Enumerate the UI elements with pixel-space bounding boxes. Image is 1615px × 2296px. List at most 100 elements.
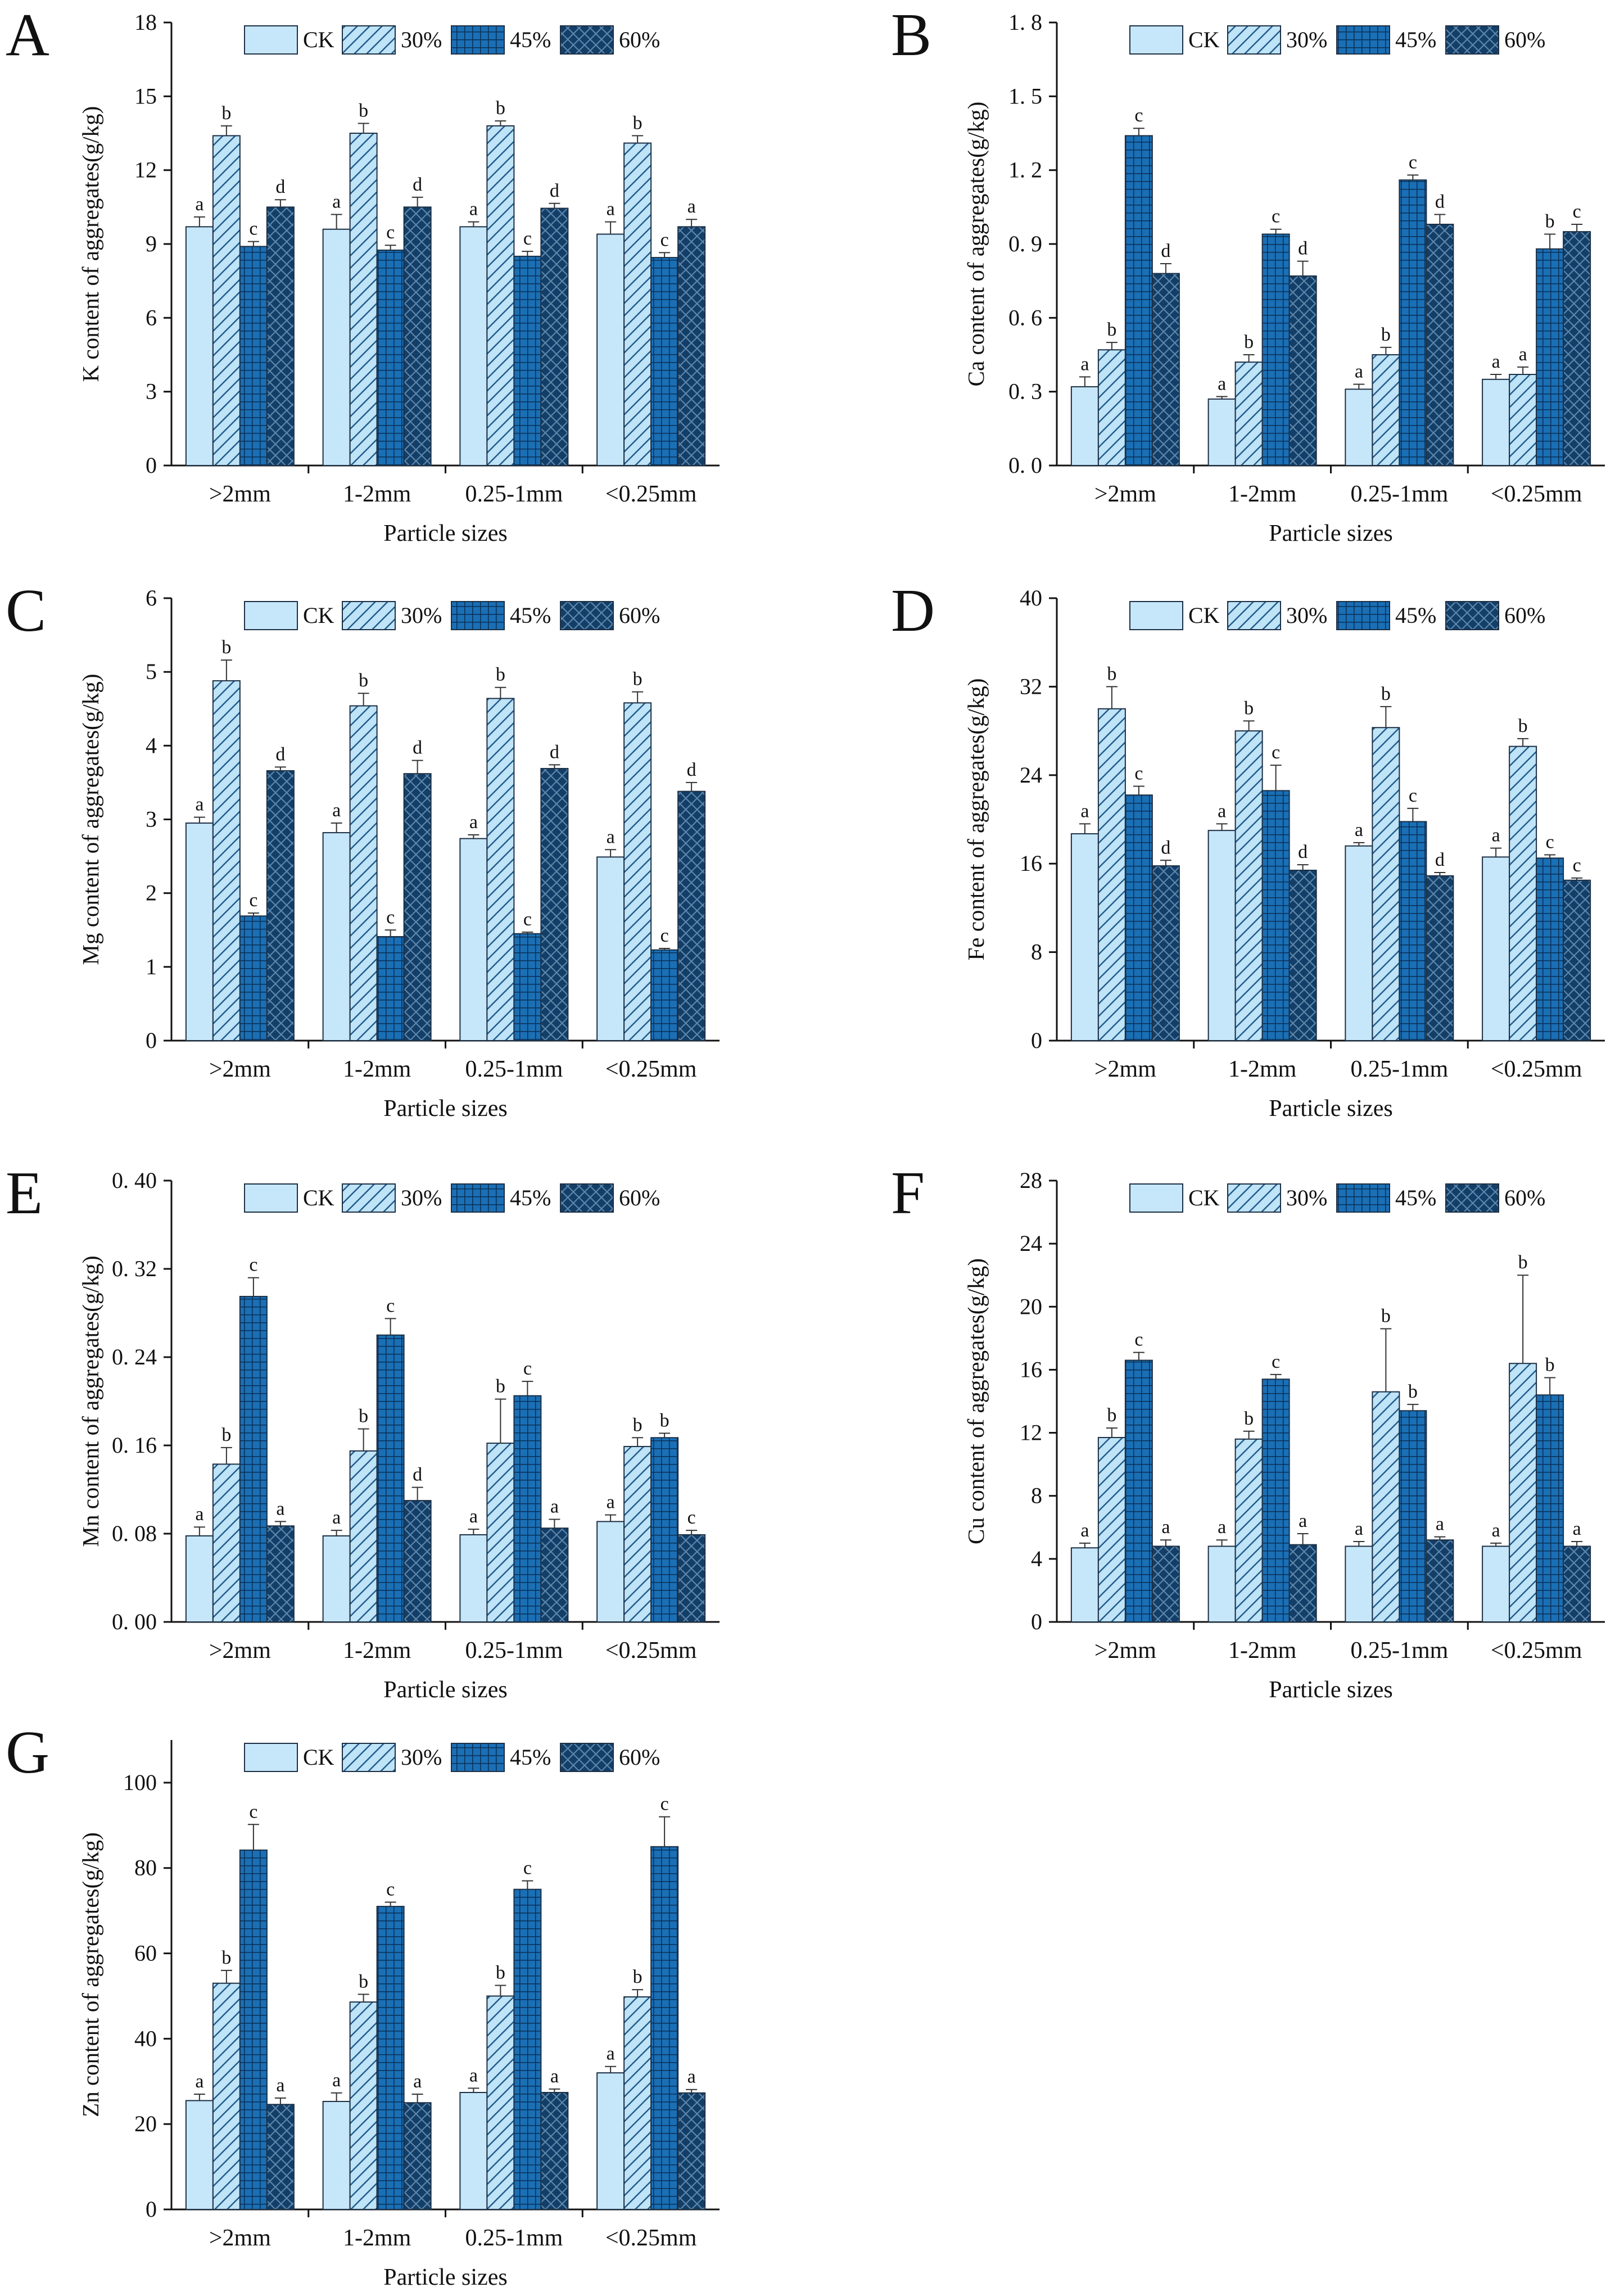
significance-letter: d bbox=[1435, 849, 1445, 870]
bar-b-ck-2 bbox=[1207, 398, 1236, 466]
significance-letter: b bbox=[633, 1967, 643, 1987]
y-tick-label: 5 bbox=[146, 659, 157, 684]
x-tick-label: 0.25-1mm bbox=[1350, 1056, 1448, 1082]
x-tick-label: >2mm bbox=[1094, 1638, 1156, 1664]
significance-letter: a bbox=[550, 1496, 559, 1517]
legend-swatch bbox=[1336, 601, 1390, 630]
bar-b-60pct-2 bbox=[1288, 275, 1317, 466]
legend-swatch bbox=[1445, 25, 1499, 55]
legend-label: 45% bbox=[1395, 1185, 1436, 1210]
y-tick-label: 8 bbox=[1031, 1483, 1042, 1508]
bar-d-30pct-4 bbox=[1509, 745, 1537, 1041]
bar-g-60pct-1 bbox=[266, 2104, 295, 2211]
bar-d-60pct-4 bbox=[1563, 879, 1591, 1042]
significance-letter: d bbox=[275, 177, 285, 197]
bar-e-45pct-4 bbox=[650, 1437, 679, 1622]
bar-a-60pct-1 bbox=[266, 206, 295, 466]
legend-label: CK bbox=[1188, 27, 1220, 52]
bar-e-45pct-3 bbox=[513, 1395, 542, 1622]
legend-swatch bbox=[1227, 1183, 1281, 1213]
legend-swatch bbox=[1129, 1183, 1183, 1213]
panel-letter: A bbox=[6, 2, 49, 69]
significance-letter: a bbox=[687, 2067, 696, 2087]
significance-letter: a bbox=[1573, 1518, 1581, 1539]
bar-f-30pct-4 bbox=[1509, 1363, 1537, 1623]
significance-letter: a bbox=[1080, 354, 1089, 374]
legend-label: CK bbox=[303, 27, 334, 52]
legend: CK 30% 45% 60% bbox=[244, 1183, 660, 1213]
legend-swatch bbox=[342, 1183, 396, 1213]
significance-letter: d bbox=[550, 742, 559, 762]
bar-g-60pct-2 bbox=[403, 2102, 432, 2211]
x-tick-label: 1-2mm bbox=[1228, 1056, 1297, 1082]
bar-f-60pct-4 bbox=[1563, 1545, 1591, 1622]
bar-c-30pct-2 bbox=[349, 705, 378, 1041]
significance-letter: b bbox=[221, 1947, 231, 1968]
bar-e-30pct-3 bbox=[486, 1443, 515, 1622]
significance-letter: c bbox=[249, 1255, 257, 1276]
x-axis-title: Particle sizes bbox=[383, 521, 507, 546]
significance-letter: c bbox=[386, 1295, 395, 1316]
bar-b-30pct-2 bbox=[1234, 361, 1263, 467]
bar-d-30pct-2 bbox=[1234, 730, 1263, 1041]
x-axis-title: Particle sizes bbox=[1269, 521, 1392, 546]
bar-a-30pct-4 bbox=[623, 142, 652, 466]
bar-a-ck-3 bbox=[459, 226, 488, 466]
significance-letter: a bbox=[1519, 344, 1527, 365]
bar-g-60pct-4 bbox=[677, 2092, 706, 2210]
x-tick-label: <0.25mm bbox=[605, 2225, 697, 2251]
legend-label: 60% bbox=[1504, 1185, 1545, 1210]
y-tick-label: 0. 0 bbox=[1008, 453, 1042, 478]
legend-swatch bbox=[1227, 601, 1281, 630]
y-tick-label: 9 bbox=[146, 231, 157, 256]
y-tick-label: 0. 32 bbox=[112, 1256, 157, 1281]
legend-swatch bbox=[451, 1183, 505, 1213]
significance-letter: a bbox=[469, 2065, 478, 2086]
bar-b-45pct-4 bbox=[1536, 248, 1564, 466]
x-tick-label: >2mm bbox=[209, 1056, 271, 1082]
y-tick-label: 0. 24 bbox=[112, 1344, 157, 1370]
bar-c-30pct-4 bbox=[623, 702, 652, 1042]
legend-label: 30% bbox=[1286, 27, 1327, 52]
bar-e-60pct-2 bbox=[403, 1500, 432, 1622]
legend: CK 30% 45% 60% bbox=[244, 25, 660, 55]
x-tick-label: 0.25-1mm bbox=[1350, 481, 1448, 507]
legend-swatch bbox=[1445, 1183, 1499, 1213]
y-axis-title: K content of aggregates(g/kg) bbox=[78, 106, 103, 382]
significance-letter: c bbox=[1134, 763, 1143, 784]
bar-g-ck-2 bbox=[322, 2100, 351, 2210]
legend-label: 30% bbox=[1286, 1185, 1327, 1210]
bar-g-30pct-2 bbox=[349, 2001, 378, 2210]
y-axis-title: Fe content of aggregates(g/kg) bbox=[963, 678, 989, 960]
y-tick-label: 40 bbox=[134, 2026, 157, 2051]
bar-e-60pct-3 bbox=[540, 1527, 569, 1622]
bar-c-45pct-4 bbox=[650, 949, 679, 1042]
bar-d-30pct-3 bbox=[1372, 727, 1400, 1041]
legend-label: CK bbox=[303, 1744, 334, 1770]
bar-g-45pct-3 bbox=[513, 1888, 542, 2211]
bar-d-60pct-3 bbox=[1426, 875, 1454, 1042]
bar-a-ck-4 bbox=[596, 233, 625, 466]
bar-e-45pct-1 bbox=[239, 1296, 268, 1622]
bar-c-ck-1 bbox=[185, 822, 214, 1042]
bar-f-30pct-1 bbox=[1097, 1436, 1126, 1623]
x-tick-label: 1-2mm bbox=[343, 481, 411, 507]
panel-letter: E bbox=[6, 1160, 43, 1227]
significance-letter: c bbox=[1573, 855, 1581, 876]
significance-letter: c bbox=[1272, 1352, 1280, 1372]
chart-panel-g: G 0 20 40 60 80 100 Zn content of aggregates(g/… bbox=[6, 1719, 720, 2290]
bar-c-60pct-1 bbox=[266, 770, 295, 1042]
legend-swatch bbox=[1445, 601, 1499, 630]
significance-letter: b bbox=[221, 103, 231, 124]
bar-c-ck-3 bbox=[459, 838, 488, 1042]
significance-letter: a bbox=[1355, 1518, 1363, 1539]
bar-b-45pct-2 bbox=[1261, 233, 1290, 466]
significance-letter: c bbox=[661, 925, 669, 946]
y-tick-label: 16 bbox=[1020, 851, 1042, 876]
bar-a-ck-2 bbox=[322, 228, 351, 466]
x-tick-label: <0.25mm bbox=[1491, 1638, 1582, 1664]
bar-g-ck-3 bbox=[459, 2092, 488, 2210]
significance-letter: d bbox=[1298, 842, 1308, 862]
bar-f-ck-4 bbox=[1482, 1545, 1510, 1622]
significance-letter: a bbox=[1080, 1520, 1089, 1541]
